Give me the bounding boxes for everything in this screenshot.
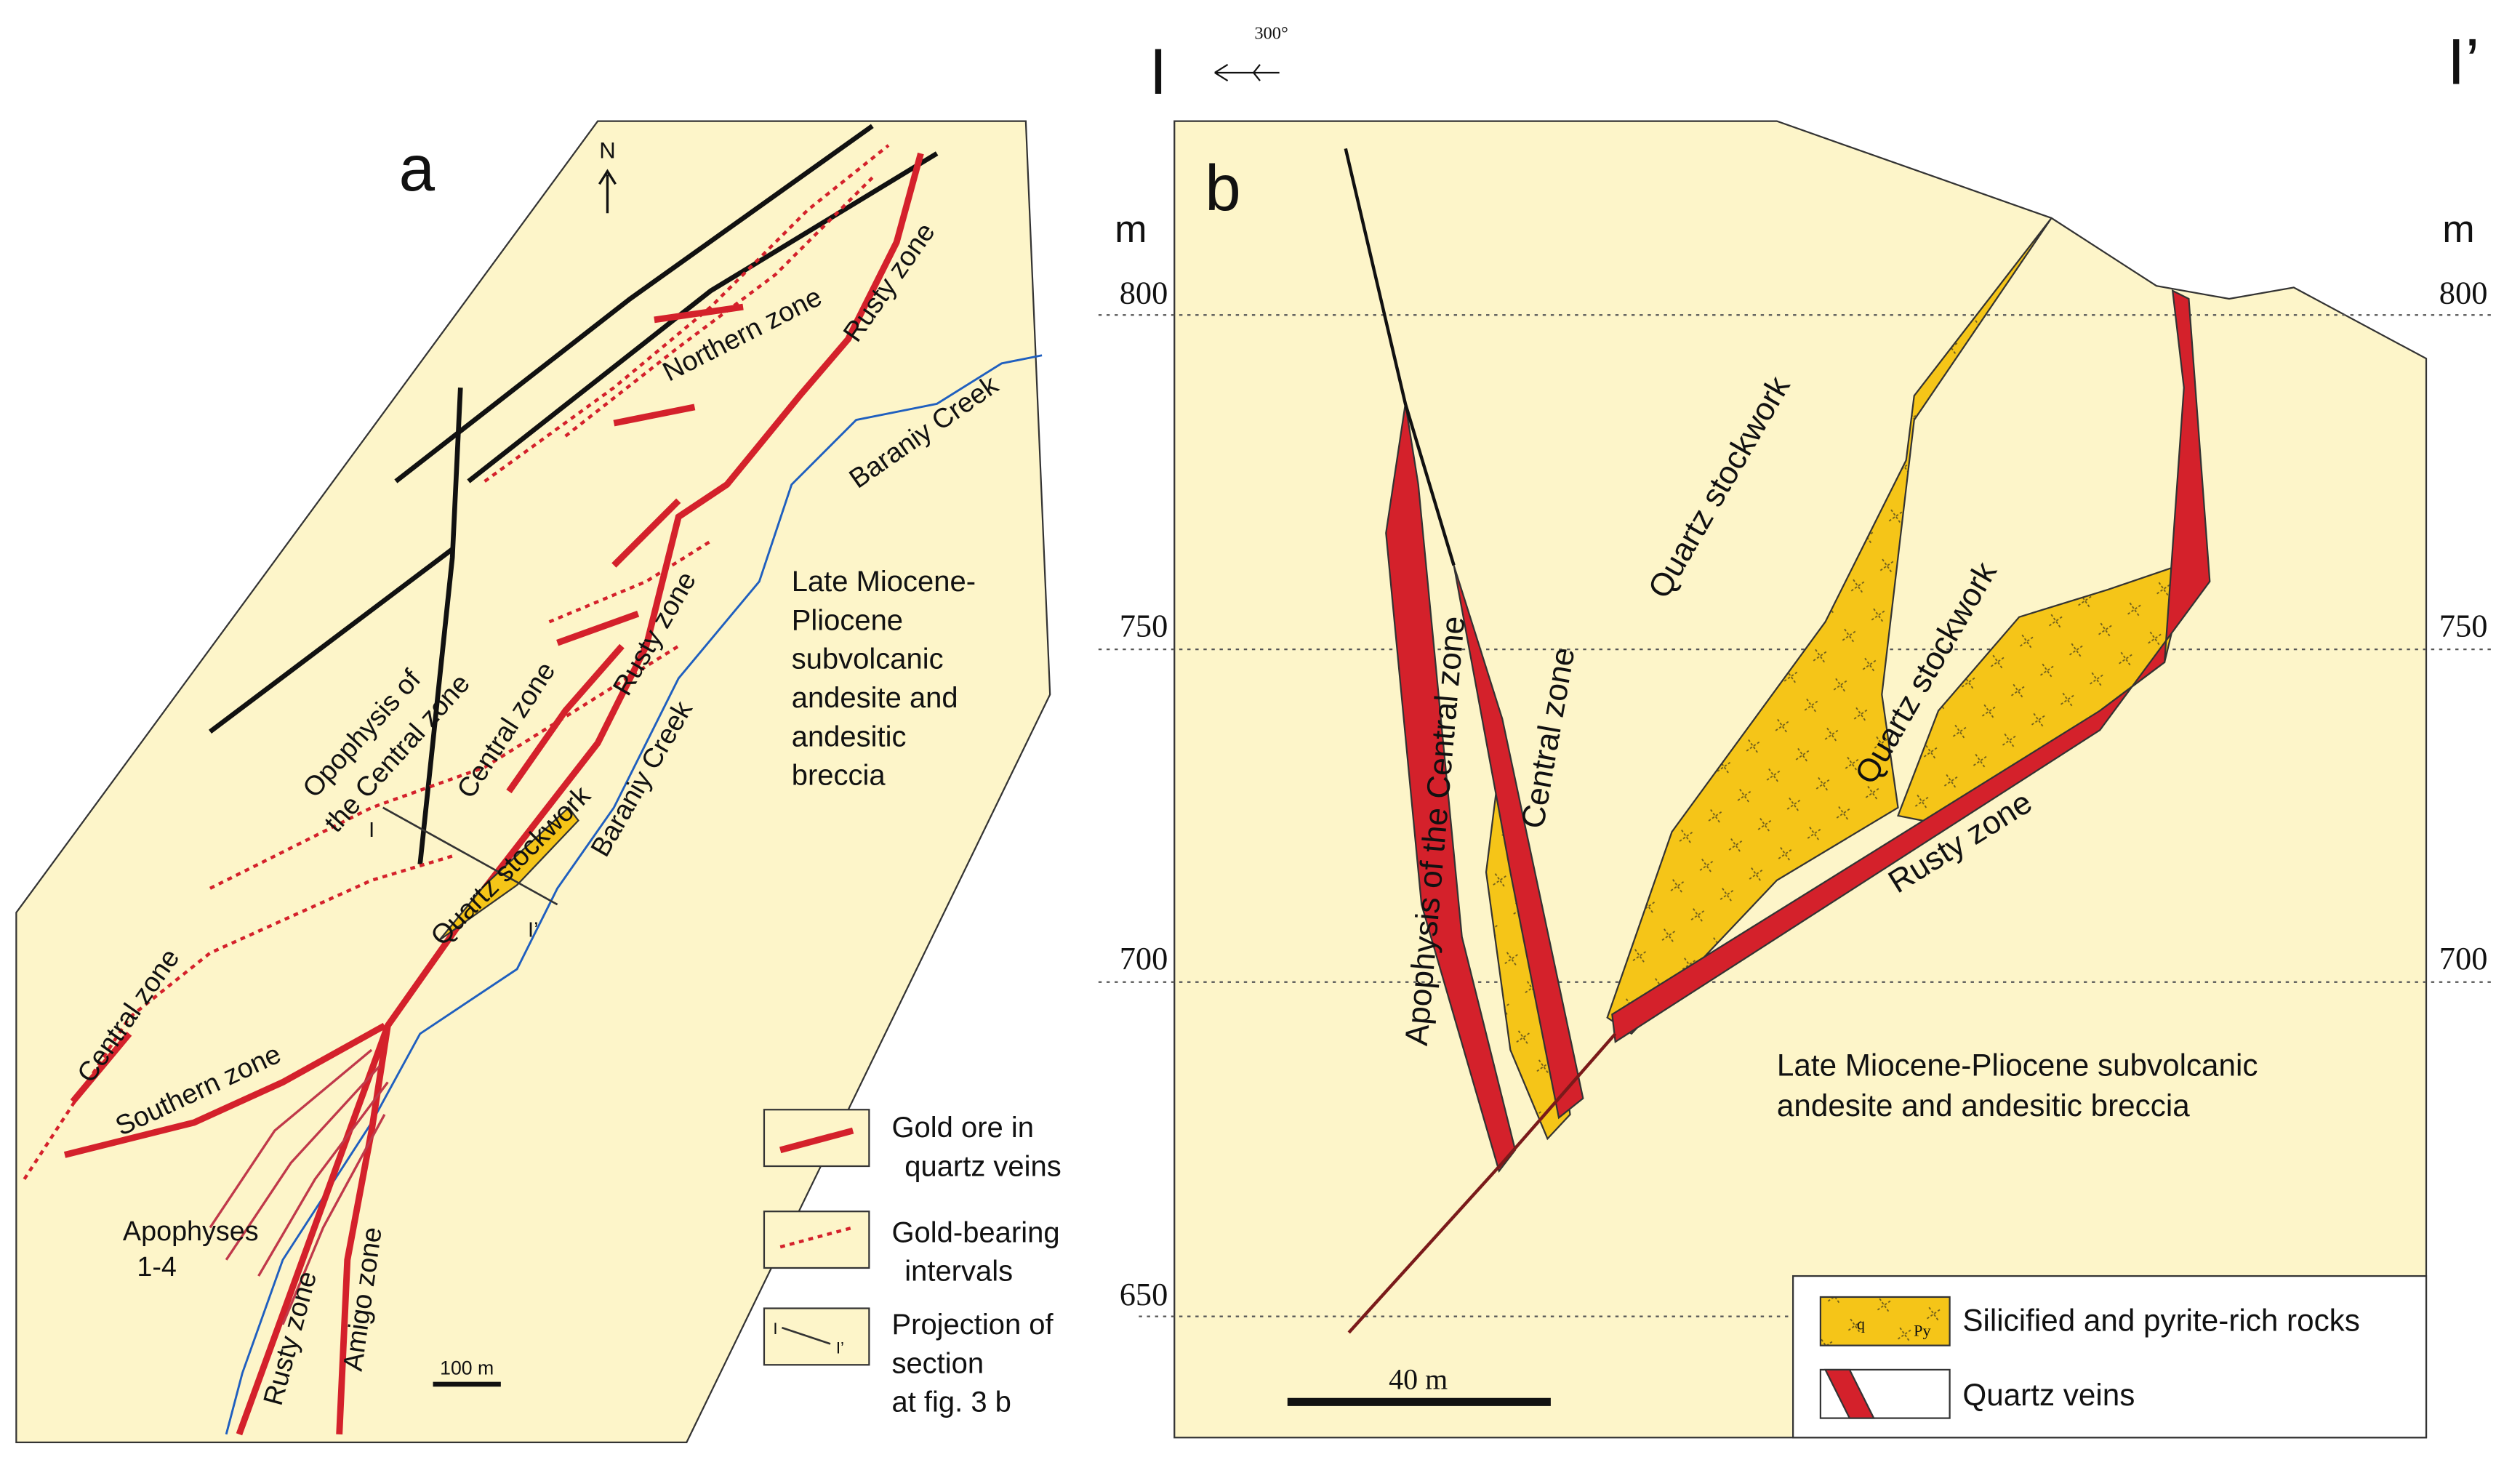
map-a	[15, 120, 1051, 1444]
map-a-shape-shape	[506, 643, 625, 794]
section-b-shape	[1347, 1032, 1617, 1334]
legend-label: Quartz veins	[1962, 1378, 2135, 1412]
map-label: 1-4	[137, 1252, 177, 1283]
panel-label: b	[1205, 152, 1240, 224]
unit: m	[1115, 208, 1147, 251]
legend-label: quartz veins	[904, 1150, 1062, 1182]
map-a-shape	[63, 152, 924, 1436]
section-end: I	[1149, 36, 1168, 108]
north-arrow: N	[599, 138, 615, 164]
legend-symbol: q	[1857, 1315, 1865, 1333]
section-b-shape	[1453, 565, 1584, 1120]
azimuth: 300°	[1254, 23, 1288, 43]
section-b-shape	[1344, 148, 1456, 566]
map-a-shape-shape	[556, 611, 640, 646]
map-label: I	[369, 819, 374, 842]
map-a-shape-shape	[467, 151, 939, 483]
section-b	[1098, 63, 2496, 1439]
map-a-shape-shape	[613, 404, 696, 427]
elevation-label: 750	[2439, 607, 2488, 643]
map-a-shape	[779, 1127, 854, 1154]
map-a-shape	[382, 806, 558, 906]
elevation-label: 800	[2439, 275, 2488, 311]
map-a-shape-shape	[548, 539, 712, 624]
rock-description: breccia	[792, 760, 886, 792]
map-a-shape-shape	[654, 303, 744, 324]
rock-description: andesite and andesitic breccia	[1777, 1088, 2190, 1123]
map-a-shape-shape	[257, 1081, 389, 1277]
legend-label: Gold ore in	[891, 1112, 1034, 1144]
section-end: I’	[2447, 26, 2479, 98]
elevation-label: 700	[1120, 940, 1168, 976]
section-b-shape	[1823, 1368, 1876, 1419]
elevation-label: 750	[1120, 607, 1168, 643]
map-a-shape	[763, 1211, 870, 1269]
legend-label: Silicified and pyrite-rich rocks	[1962, 1304, 2359, 1338]
map-a-shape-shape	[63, 1022, 387, 1158]
map-a-shape	[208, 124, 939, 864]
legend-symbol: Py	[1914, 1321, 1931, 1339]
map-a-shape	[598, 169, 617, 214]
legend-label: section	[891, 1347, 984, 1379]
map-a-shape	[209, 1048, 389, 1325]
elevation-label: 650	[1120, 1276, 1168, 1312]
map-a-shape-shape	[336, 1025, 391, 1434]
section-b-shape	[1214, 63, 1280, 82]
map-a-shape-shape	[394, 124, 874, 483]
map-a-shape	[779, 1226, 854, 1249]
map-a-shape-shape	[209, 1048, 373, 1229]
map-a-shape-shape	[417, 388, 463, 864]
map-a-shape-shape	[236, 152, 924, 1436]
rock-description: Pliocene	[792, 604, 903, 636]
map-a-shape-shape	[209, 644, 680, 890]
legend-label: Gold-bearing	[891, 1216, 1059, 1248]
map-label: Apophyses	[123, 1216, 259, 1247]
map-a-shape	[438, 806, 579, 941]
elevation-label: 700	[2439, 940, 2488, 976]
map-a-shape-shape	[70, 1031, 132, 1104]
rock-description: subvolcanic	[792, 643, 944, 675]
rock-description: andesite and	[792, 682, 958, 714]
section-b-shape	[1098, 314, 2496, 1317]
legend-symbol: I’	[836, 1339, 844, 1357]
section-b-shape	[1819, 1296, 1951, 1346]
rock-description: andesitic	[792, 721, 907, 752]
map-a-shape-shape	[611, 498, 681, 568]
map-a-shape	[781, 1326, 831, 1345]
map-label: I’	[528, 919, 538, 942]
map-a-shape-shape	[225, 1065, 381, 1261]
rock-description: Late Miocene-	[792, 566, 976, 598]
map-a-shape	[763, 1307, 870, 1366]
legend-label: Projection of	[891, 1309, 1054, 1341]
section-b-shape	[1385, 404, 1517, 1173]
elevation-label: 800	[1120, 275, 1168, 311]
map-a-shape-shape	[281, 1114, 386, 1325]
legend-label: at fig. 3 b	[891, 1386, 1011, 1418]
unit: m	[2442, 208, 2474, 251]
rock-description: Late Miocene-Pliocene subvolcanic	[1777, 1048, 2258, 1083]
scale-label: 40 m	[1389, 1363, 1448, 1396]
section-b-shape	[1611, 289, 2211, 1043]
scale-label: 100 m	[440, 1357, 494, 1379]
map-a-shape-shape	[208, 547, 454, 734]
panel-label: a	[399, 132, 436, 204]
legend-symbol: I	[773, 1320, 777, 1338]
legend-label: intervals	[904, 1256, 1013, 1288]
map-a-shape-shape	[483, 144, 890, 483]
